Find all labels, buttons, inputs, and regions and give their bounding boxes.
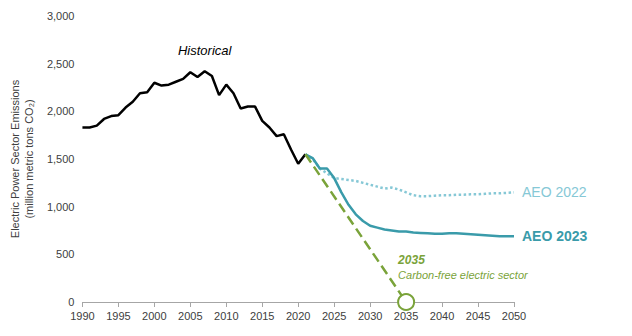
svg-text:0: 0 — [68, 296, 74, 308]
svg-text:1,500: 1,500 — [47, 153, 75, 165]
svg-text:Historical: Historical — [178, 43, 233, 58]
svg-text:2020: 2020 — [286, 310, 310, 322]
svg-text:AEO 2023: AEO 2023 — [522, 228, 588, 244]
svg-text:Electric Power Sector Emission: Electric Power Sector Emissions — [9, 79, 21, 238]
svg-text:2010: 2010 — [214, 310, 238, 322]
svg-text:Carbon-free electric sector: Carbon-free electric sector — [398, 269, 529, 281]
svg-text:2015: 2015 — [250, 310, 274, 322]
svg-text:1,000: 1,000 — [47, 201, 75, 213]
svg-text:2,500: 2,500 — [47, 58, 75, 70]
svg-text:2000: 2000 — [142, 310, 166, 322]
svg-text:2035: 2035 — [394, 310, 418, 322]
svg-text:2,000: 2,000 — [47, 105, 75, 117]
svg-text:AEO 2022: AEO 2022 — [522, 184, 587, 200]
svg-text:2040: 2040 — [430, 310, 454, 322]
svg-text:2025: 2025 — [322, 310, 346, 322]
svg-text:500: 500 — [56, 248, 74, 260]
svg-text:1995: 1995 — [106, 310, 130, 322]
svg-text:(million metric tons CO₂): (million metric tons CO₂) — [23, 99, 35, 218]
svg-text:2030: 2030 — [358, 310, 382, 322]
svg-text:2045: 2045 — [466, 310, 490, 322]
svg-text:2050: 2050 — [502, 310, 526, 322]
svg-text:1990: 1990 — [70, 310, 94, 322]
svg-text:3,000: 3,000 — [47, 10, 75, 22]
svg-text:2035: 2035 — [397, 253, 425, 267]
svg-text:2005: 2005 — [178, 310, 202, 322]
